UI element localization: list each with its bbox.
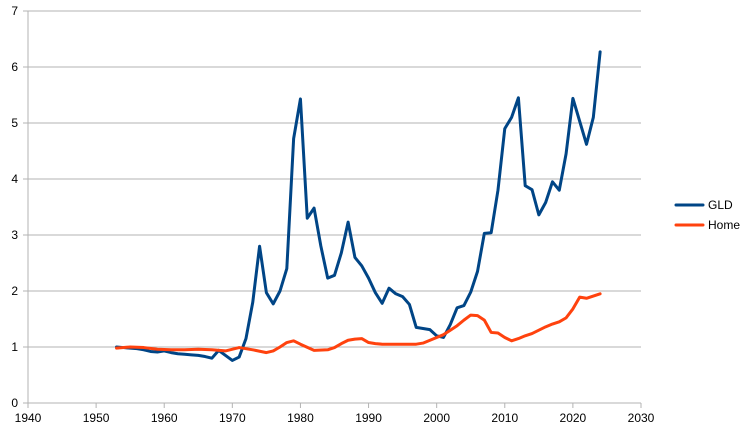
series-lines <box>115 50 602 362</box>
y-tick-label: 6 <box>11 60 18 74</box>
y-tick-label: 4 <box>11 172 18 186</box>
x-tick-label: 1940 <box>15 411 42 425</box>
x-tick-label: 1980 <box>287 411 314 425</box>
axes <box>27 11 642 408</box>
x-tick-label: 1990 <box>355 411 382 425</box>
x-tick-label: 2030 <box>628 411 655 425</box>
series-line-gld <box>115 50 602 362</box>
legend-label: GLD <box>708 198 733 212</box>
x-tick-label: 1950 <box>83 411 110 425</box>
x-tick-label: 2010 <box>491 411 518 425</box>
y-tick-label: 3 <box>11 228 18 242</box>
series-line-home <box>115 292 602 355</box>
y-tick-label: 5 <box>11 116 18 130</box>
y-tick-label: 7 <box>11 4 18 18</box>
gridlines <box>23 10 641 404</box>
y-tick-labels: 0 1 2 3 4 5 6 7 <box>11 4 18 410</box>
y-tick-label: 0 <box>11 396 18 410</box>
x-tick-label: 1970 <box>219 411 246 425</box>
legend-label: Home <box>708 218 740 232</box>
x-tick-labels: 1940 1950 1960 1970 1980 1990 2000 2010 2020 2030 <box>15 411 655 425</box>
x-tick-label: 2020 <box>560 411 587 425</box>
x-tick-label: 1960 <box>151 411 178 425</box>
legend: GLD Home <box>674 198 740 232</box>
y-tick-label: 2 <box>11 284 18 298</box>
y-tick-label: 1 <box>11 340 18 354</box>
x-tick-label: 2000 <box>423 411 450 425</box>
